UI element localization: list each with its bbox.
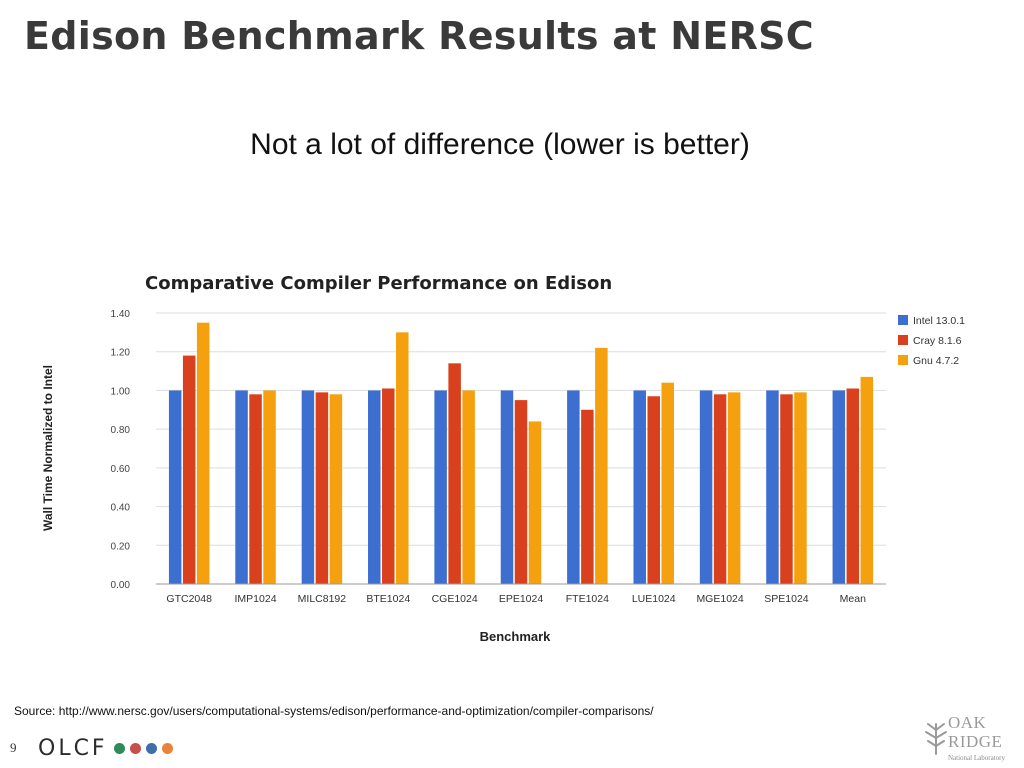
x-tick-label: BTE1024 — [366, 593, 410, 605]
bar — [661, 382, 674, 584]
bar — [249, 394, 262, 584]
slide-title: Edison Benchmark Results at NERSC — [24, 14, 814, 58]
bar — [860, 376, 874, 584]
chart-title: Comparative Compiler Performance on Edis… — [145, 273, 612, 294]
legend-label: Intel 13.0.1 — [913, 315, 965, 327]
olcf-wordmark: OLCF — [38, 735, 108, 761]
x-axis-label: Benchmark — [480, 629, 552, 644]
chart-container: Comparative Compiler Performance on Edis… — [20, 258, 1010, 658]
x-tick-labels: GTC2048 IMP1024 MILC8192 BTE1024 CGE1024 EPE1… — [166, 593, 866, 605]
bar — [567, 390, 580, 584]
x-tick-label: GTC2048 — [166, 593, 212, 605]
x-tick-label: CGE1024 — [432, 593, 478, 605]
y-tick-label: 0.00 — [111, 580, 131, 591]
y-tick-label: 0.80 — [111, 425, 131, 436]
page-number: 9 — [10, 740, 17, 755]
y-tick-label: 1.00 — [111, 386, 131, 397]
bar — [699, 390, 713, 584]
bar — [329, 394, 343, 584]
ornl-logo: OAK RIDGE National Laboratory — [924, 712, 1014, 764]
legend-swatch — [898, 315, 908, 325]
bar — [766, 390, 779, 584]
y-tick-label: 0.20 — [111, 541, 131, 552]
bar — [832, 390, 846, 584]
bar — [196, 322, 210, 584]
bar — [581, 409, 594, 584]
x-tick-label: Mean — [840, 593, 866, 605]
bar — [168, 390, 182, 584]
olcf-dot — [161, 742, 173, 754]
ornl-word-oak: OAK — [948, 713, 987, 732]
bar — [647, 396, 660, 584]
y-tick-label: 1.40 — [111, 309, 131, 320]
x-tick-label: MILC8192 — [298, 593, 347, 605]
bar — [514, 400, 528, 584]
y-tick-label: 0.60 — [111, 464, 131, 475]
legend-swatch — [898, 355, 908, 365]
legend-swatch — [898, 335, 908, 345]
ornl-subtitle: National Laboratory — [948, 754, 1005, 762]
x-tick-label: LUE1024 — [632, 593, 676, 605]
slide-subtitle: Not a lot of difference (lower is better… — [250, 128, 750, 161]
bar — [235, 390, 248, 584]
bar — [846, 388, 860, 584]
source-citation: Source: http://www.nersc.gov/users/compu… — [14, 704, 654, 718]
legend: Intel 13.0.1 Cray 8.1.6 Gnu 4.7.2 — [898, 315, 965, 367]
bar — [727, 392, 741, 584]
y-axis-label: Wall Time Normalized to Intel — [41, 365, 55, 531]
bar — [794, 392, 807, 584]
bar — [434, 390, 447, 584]
olcf-dot — [113, 742, 125, 754]
legend-label: Cray 8.1.6 — [913, 335, 962, 347]
x-tick-label: SPE1024 — [764, 593, 809, 605]
y-tick-label: 0.40 — [111, 503, 131, 514]
x-tick-label: MGE1024 — [696, 593, 743, 605]
olcf-dot — [129, 742, 141, 754]
bar — [182, 355, 196, 584]
bars — [168, 322, 874, 584]
bar — [315, 392, 329, 584]
bar — [301, 390, 315, 584]
bar — [528, 421, 542, 584]
bar-chart: Comparative Compiler Performance on Edis… — [41, 273, 965, 644]
bar — [500, 390, 514, 584]
x-tick-label: IMP1024 — [235, 593, 277, 605]
y-tick-label: 1.20 — [111, 348, 131, 359]
bar — [448, 363, 461, 584]
x-tick-label: EPE1024 — [499, 593, 544, 605]
bar — [368, 390, 381, 584]
bar — [780, 394, 793, 584]
bar — [713, 394, 727, 584]
olcf-logo: OLCF — [38, 735, 173, 761]
y-tick-labels: 0.00 0.20 0.40 0.60 0.80 1.00 1.20 1.40 — [111, 309, 131, 591]
bar — [382, 388, 395, 584]
ornl-word-ridge: RIDGE — [948, 732, 1003, 751]
bar — [633, 390, 646, 584]
tree-icon — [925, 723, 947, 755]
bar — [396, 332, 409, 584]
olcf-dot — [145, 742, 157, 754]
bar — [462, 390, 475, 584]
legend-label: Gnu 4.7.2 — [913, 355, 959, 367]
bar — [263, 390, 276, 584]
bar — [595, 347, 608, 584]
x-tick-label: FTE1024 — [566, 593, 609, 605]
olcf-dots — [113, 742, 173, 754]
